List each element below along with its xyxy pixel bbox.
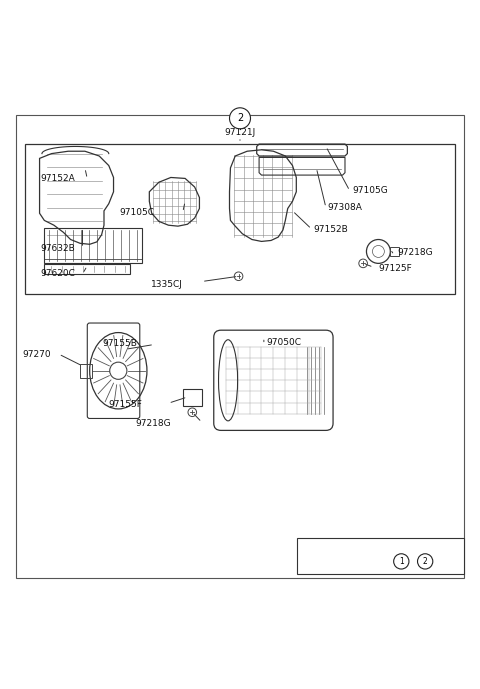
Text: 97218G: 97218G — [397, 248, 433, 258]
Text: 97155F: 97155F — [108, 400, 142, 409]
Text: NOTE: NOTE — [307, 544, 330, 553]
FancyBboxPatch shape — [16, 116, 464, 578]
Text: 97121J: 97121J — [224, 128, 256, 137]
Text: 97632B: 97632B — [41, 244, 75, 253]
Text: –: – — [411, 557, 415, 566]
Text: 97152B: 97152B — [313, 225, 348, 234]
Bar — [44, 227, 142, 263]
Bar — [183, 389, 202, 406]
Bar — [44, 265, 130, 274]
Text: 2: 2 — [423, 557, 428, 566]
Text: 1335CJ: 1335CJ — [151, 280, 183, 289]
Text: 97308A: 97308A — [327, 203, 362, 212]
Text: 97105C: 97105C — [119, 208, 154, 217]
Circle shape — [418, 554, 433, 569]
Text: 97620C: 97620C — [40, 269, 75, 278]
Circle shape — [229, 107, 251, 129]
FancyBboxPatch shape — [297, 538, 464, 573]
Text: 97050C: 97050C — [266, 338, 301, 347]
Text: 2: 2 — [237, 113, 243, 123]
FancyBboxPatch shape — [25, 144, 455, 294]
Text: 97155B: 97155B — [103, 338, 137, 347]
Text: 97270: 97270 — [23, 349, 51, 358]
Text: 97152A: 97152A — [41, 174, 75, 183]
Text: 97218G: 97218G — [135, 419, 171, 428]
Bar — [390, 247, 399, 256]
Circle shape — [394, 554, 409, 569]
Text: 97125F: 97125F — [378, 264, 412, 273]
Bar — [80, 364, 92, 378]
Text: 1: 1 — [399, 557, 404, 566]
Text: 97105G: 97105G — [352, 186, 388, 196]
Text: THE NO. 97001 :: THE NO. 97001 : — [307, 557, 378, 566]
